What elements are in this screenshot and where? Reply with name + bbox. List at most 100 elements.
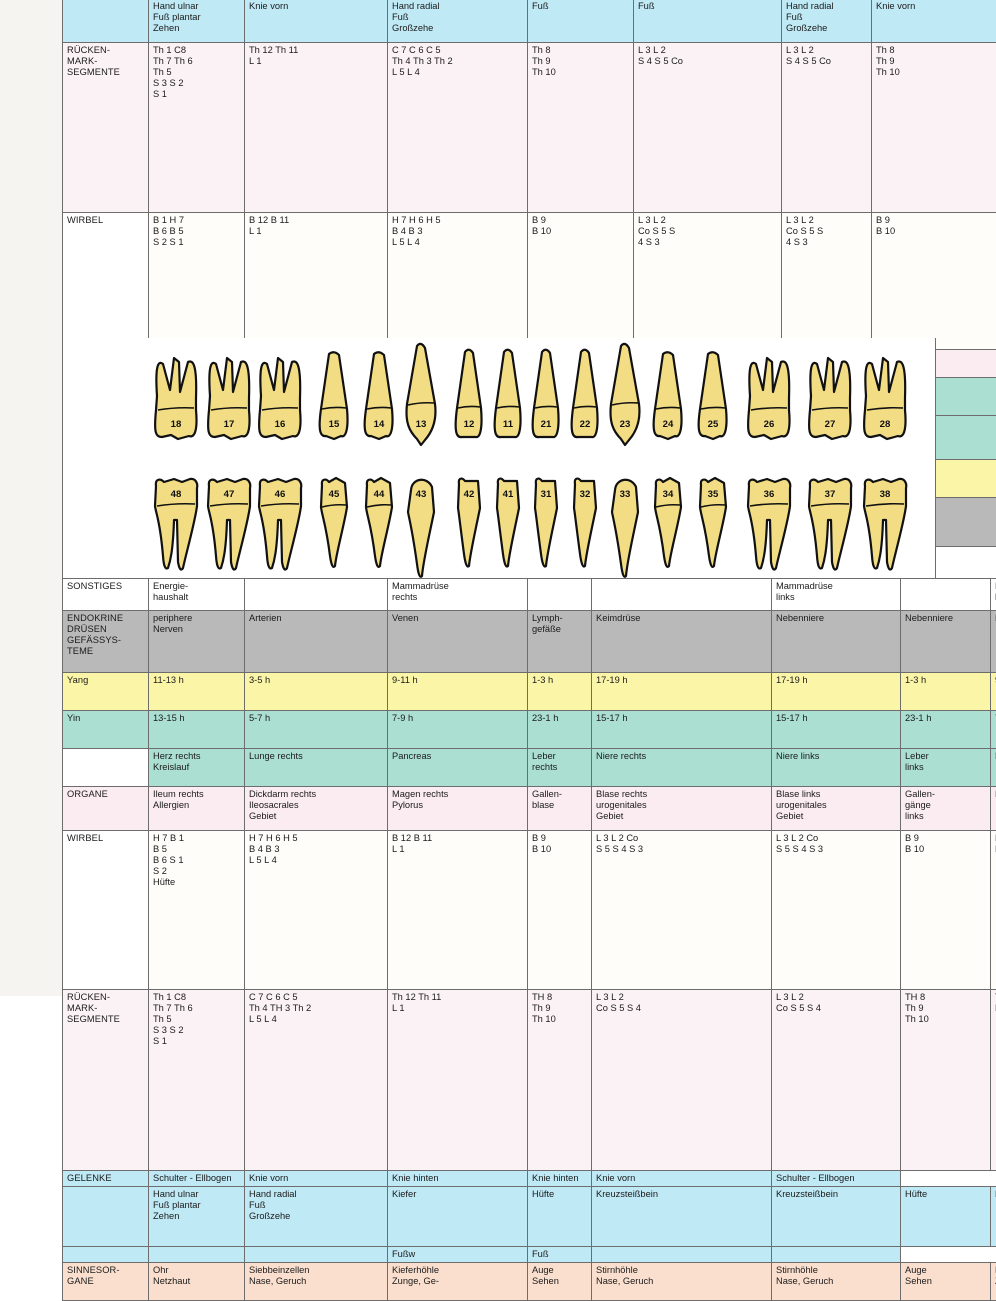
cell-gelenke_b2-1: Hand radial Fuß Großzehe — [245, 1187, 388, 1247]
cell-wirbel-0: B 1 H 7 B 6 B 5 S 2 S 1 — [149, 213, 245, 350]
cell-gelenke_b1-2: Knie hinten — [388, 1171, 528, 1187]
tooth-number-43[interactable]: 43 — [409, 489, 433, 500]
tooth-number-16[interactable]: 16 — [268, 419, 292, 430]
cell-wirbel_b-4: L 3 L 2 Co S 5 S 4 S 3 — [592, 831, 772, 990]
tooth-number-33[interactable]: 33 — [613, 489, 637, 500]
cell-sonstiges_b-4 — [592, 579, 772, 611]
cell-yin_time_b-2: 7-9 h — [388, 711, 528, 749]
tooth-number-23[interactable]: 23 — [613, 419, 637, 430]
tooth-number-32[interactable]: 32 — [573, 489, 597, 500]
cell-wirbel_b-2: B 12 B 11 L 1 — [388, 831, 528, 990]
cell-yin_time_b-0: 13-15 h — [149, 711, 245, 749]
cell-gelenke_b3-1 — [245, 1247, 388, 1263]
cell-rueckenmark_b-5: L 3 L 2 Co S 5 S 4 — [772, 990, 901, 1171]
cell-organe_b-1: Dickdarm rechts Ileosacrales Gebiet — [245, 787, 388, 831]
tooth-number-12[interactable]: 12 — [457, 419, 481, 430]
tooth-number-26[interactable]: 26 — [757, 419, 781, 430]
row-label-rueckenmark: RÜCKEN- MARK- SEGMENTE — [63, 43, 149, 213]
tooth-number-48[interactable]: 48 — [164, 489, 188, 500]
cell-yang_time_b-7: 9-11 h — [991, 673, 996, 711]
tooth-number-25[interactable]: 25 — [701, 419, 725, 430]
cell-rueckenmark-1: Th 12 Th 11 L 1 — [245, 43, 388, 213]
cell-gelenke_b1-3: Knie hinten — [528, 1171, 592, 1187]
cell-yang_time_b-5: 17-19 h — [772, 673, 901, 711]
cell-yin_time_b-4: 15-17 h — [592, 711, 772, 749]
cell-sinnesorgane-1: Siebbeinzellen Nase, Geruch — [245, 1263, 388, 1301]
cell-wirbel-5: L 3 L 2 Co S 5 S 4 S 3 — [782, 213, 872, 350]
cell-yin_organ_b-4: Niere rechts — [592, 749, 772, 787]
cell-organe_b-0: Ileum rechts Allergien — [149, 787, 245, 831]
cell-organe_b-6: Gallen- gänge links — [901, 787, 991, 831]
cell-rueckenmark-2: C 7 C 6 C 5 Th 4 Th 3 Th 2 L 5 L 4 — [388, 43, 528, 213]
cell-sinnesorgane-6: Auge Sehen — [901, 1263, 991, 1301]
tooth-number-44[interactable]: 44 — [367, 489, 391, 500]
tooth-number-14[interactable]: 14 — [367, 419, 391, 430]
tooth-number-46[interactable]: 46 — [268, 489, 292, 500]
cell-organe_b-3: Gallen- blase — [528, 787, 592, 831]
cell-yang_time_b-4: 17-19 h — [592, 673, 772, 711]
tooth-number-38[interactable]: 38 — [873, 489, 897, 500]
cell-rueckenmark-6: Th 8 Th 9 Th 10 — [872, 43, 996, 213]
tooth-number-13[interactable]: 13 — [409, 419, 433, 430]
cell-gelenke_b3-3: Fuß — [528, 1247, 592, 1263]
tooth-number-18[interactable]: 18 — [164, 419, 188, 430]
cell-rueckenmark_b-4: L 3 L 2 Co S 5 S 4 — [592, 990, 772, 1171]
tooth-number-45[interactable]: 45 — [322, 489, 346, 500]
cell-rueckenmark_b-3: TH 8 Th 9 Th 10 — [528, 990, 592, 1171]
cell-endokrine_b-2: Venen — [388, 611, 528, 673]
row-label-gelenke_b2 — [63, 1187, 149, 1247]
tooth-number-37[interactable]: 37 — [818, 489, 842, 500]
cell-sonstiges_b-1 — [245, 579, 388, 611]
cell-wirbel_b-6: B 9 B 10 — [901, 831, 991, 990]
tooth-number-21[interactable]: 21 — [534, 419, 558, 430]
tooth-number-17[interactable]: 17 — [217, 419, 241, 430]
cell-yin_time_b-6: 23-1 h — [901, 711, 991, 749]
cell-gelenke_top-4: Fuß — [634, 0, 782, 43]
tooth-number-42[interactable]: 42 — [457, 489, 481, 500]
cell-yin_time_b-5: 15-17 h — [772, 711, 901, 749]
row-label-sonstiges_b: SONSTIGES — [63, 579, 149, 611]
cell-yin_organ_b-1: Lunge rechts — [245, 749, 388, 787]
tooth-number-15[interactable]: 15 — [322, 419, 346, 430]
cell-sinnesorgane-4: Stirnhöhle Nase, Geruch — [592, 1263, 772, 1301]
cell-organe_b-2: Magen rechts Pylorus — [388, 787, 528, 831]
tooth-number-22[interactable]: 22 — [573, 419, 597, 430]
cell-organe_b-4: Blase rechts urogenitales Gebiet — [592, 787, 772, 831]
cell-wirbel_b-1: H 7 H 6 H 5 B 4 B 3 L 5 L 4 — [245, 831, 388, 990]
cell-gelenke_b2-2: Kiefer — [388, 1187, 528, 1247]
cell-endokrine_b-3: Lymph- gefäße — [528, 611, 592, 673]
tooth-number-31[interactable]: 31 — [534, 489, 558, 500]
cell-gelenke_b1-1: Knie vorn — [245, 1171, 388, 1187]
tooth-number-27[interactable]: 27 — [818, 419, 842, 430]
cell-organe_b-5: Blase links urogenitales Gebiet — [772, 787, 901, 831]
tooth-number-34[interactable]: 34 — [656, 489, 680, 500]
cell-yin_organ_b-3: Leber rechts — [528, 749, 592, 787]
cell-endokrine_b-4: Keimdrüse — [592, 611, 772, 673]
tooth-number-47[interactable]: 47 — [217, 489, 241, 500]
cell-yin_organ_b-7: Milz — [991, 749, 996, 787]
tooth-number-11[interactable]: 11 — [496, 419, 520, 430]
row-label-yin_organ_b — [63, 749, 149, 787]
tooth-number-41[interactable]: 41 — [496, 489, 520, 500]
cell-gelenke_b3-4 — [592, 1247, 772, 1263]
cell-yin_organ_b-6: Leber links — [901, 749, 991, 787]
cell-organe_b-7: Magen links — [991, 787, 996, 831]
cell-rueckenmark_b-1: C 7 C 6 C 5 Th 4 TH 3 Th 2 L 5 L 4 — [245, 990, 388, 1171]
cell-endokrine_b-1: Arterien — [245, 611, 388, 673]
tooth-number-24[interactable]: 24 — [656, 419, 680, 430]
teeth-svg — [63, 338, 935, 578]
row-label-rueckenmark_b: RÜCKEN- MARK- SEGMENTE — [63, 990, 149, 1171]
cell-rueckenmark_b-2: Th 12 Th 11 L 1 — [388, 990, 528, 1171]
tooth-number-35[interactable]: 35 — [701, 489, 725, 500]
cell-yang_time_b-1: 3-5 h — [245, 673, 388, 711]
cell-yang_time_b-2: 9-11 h — [388, 673, 528, 711]
tooth-number-28[interactable]: 28 — [873, 419, 897, 430]
tooth-number-36[interactable]: 36 — [757, 489, 781, 500]
cell-wirbel-3: B 9 B 10 — [528, 213, 634, 350]
